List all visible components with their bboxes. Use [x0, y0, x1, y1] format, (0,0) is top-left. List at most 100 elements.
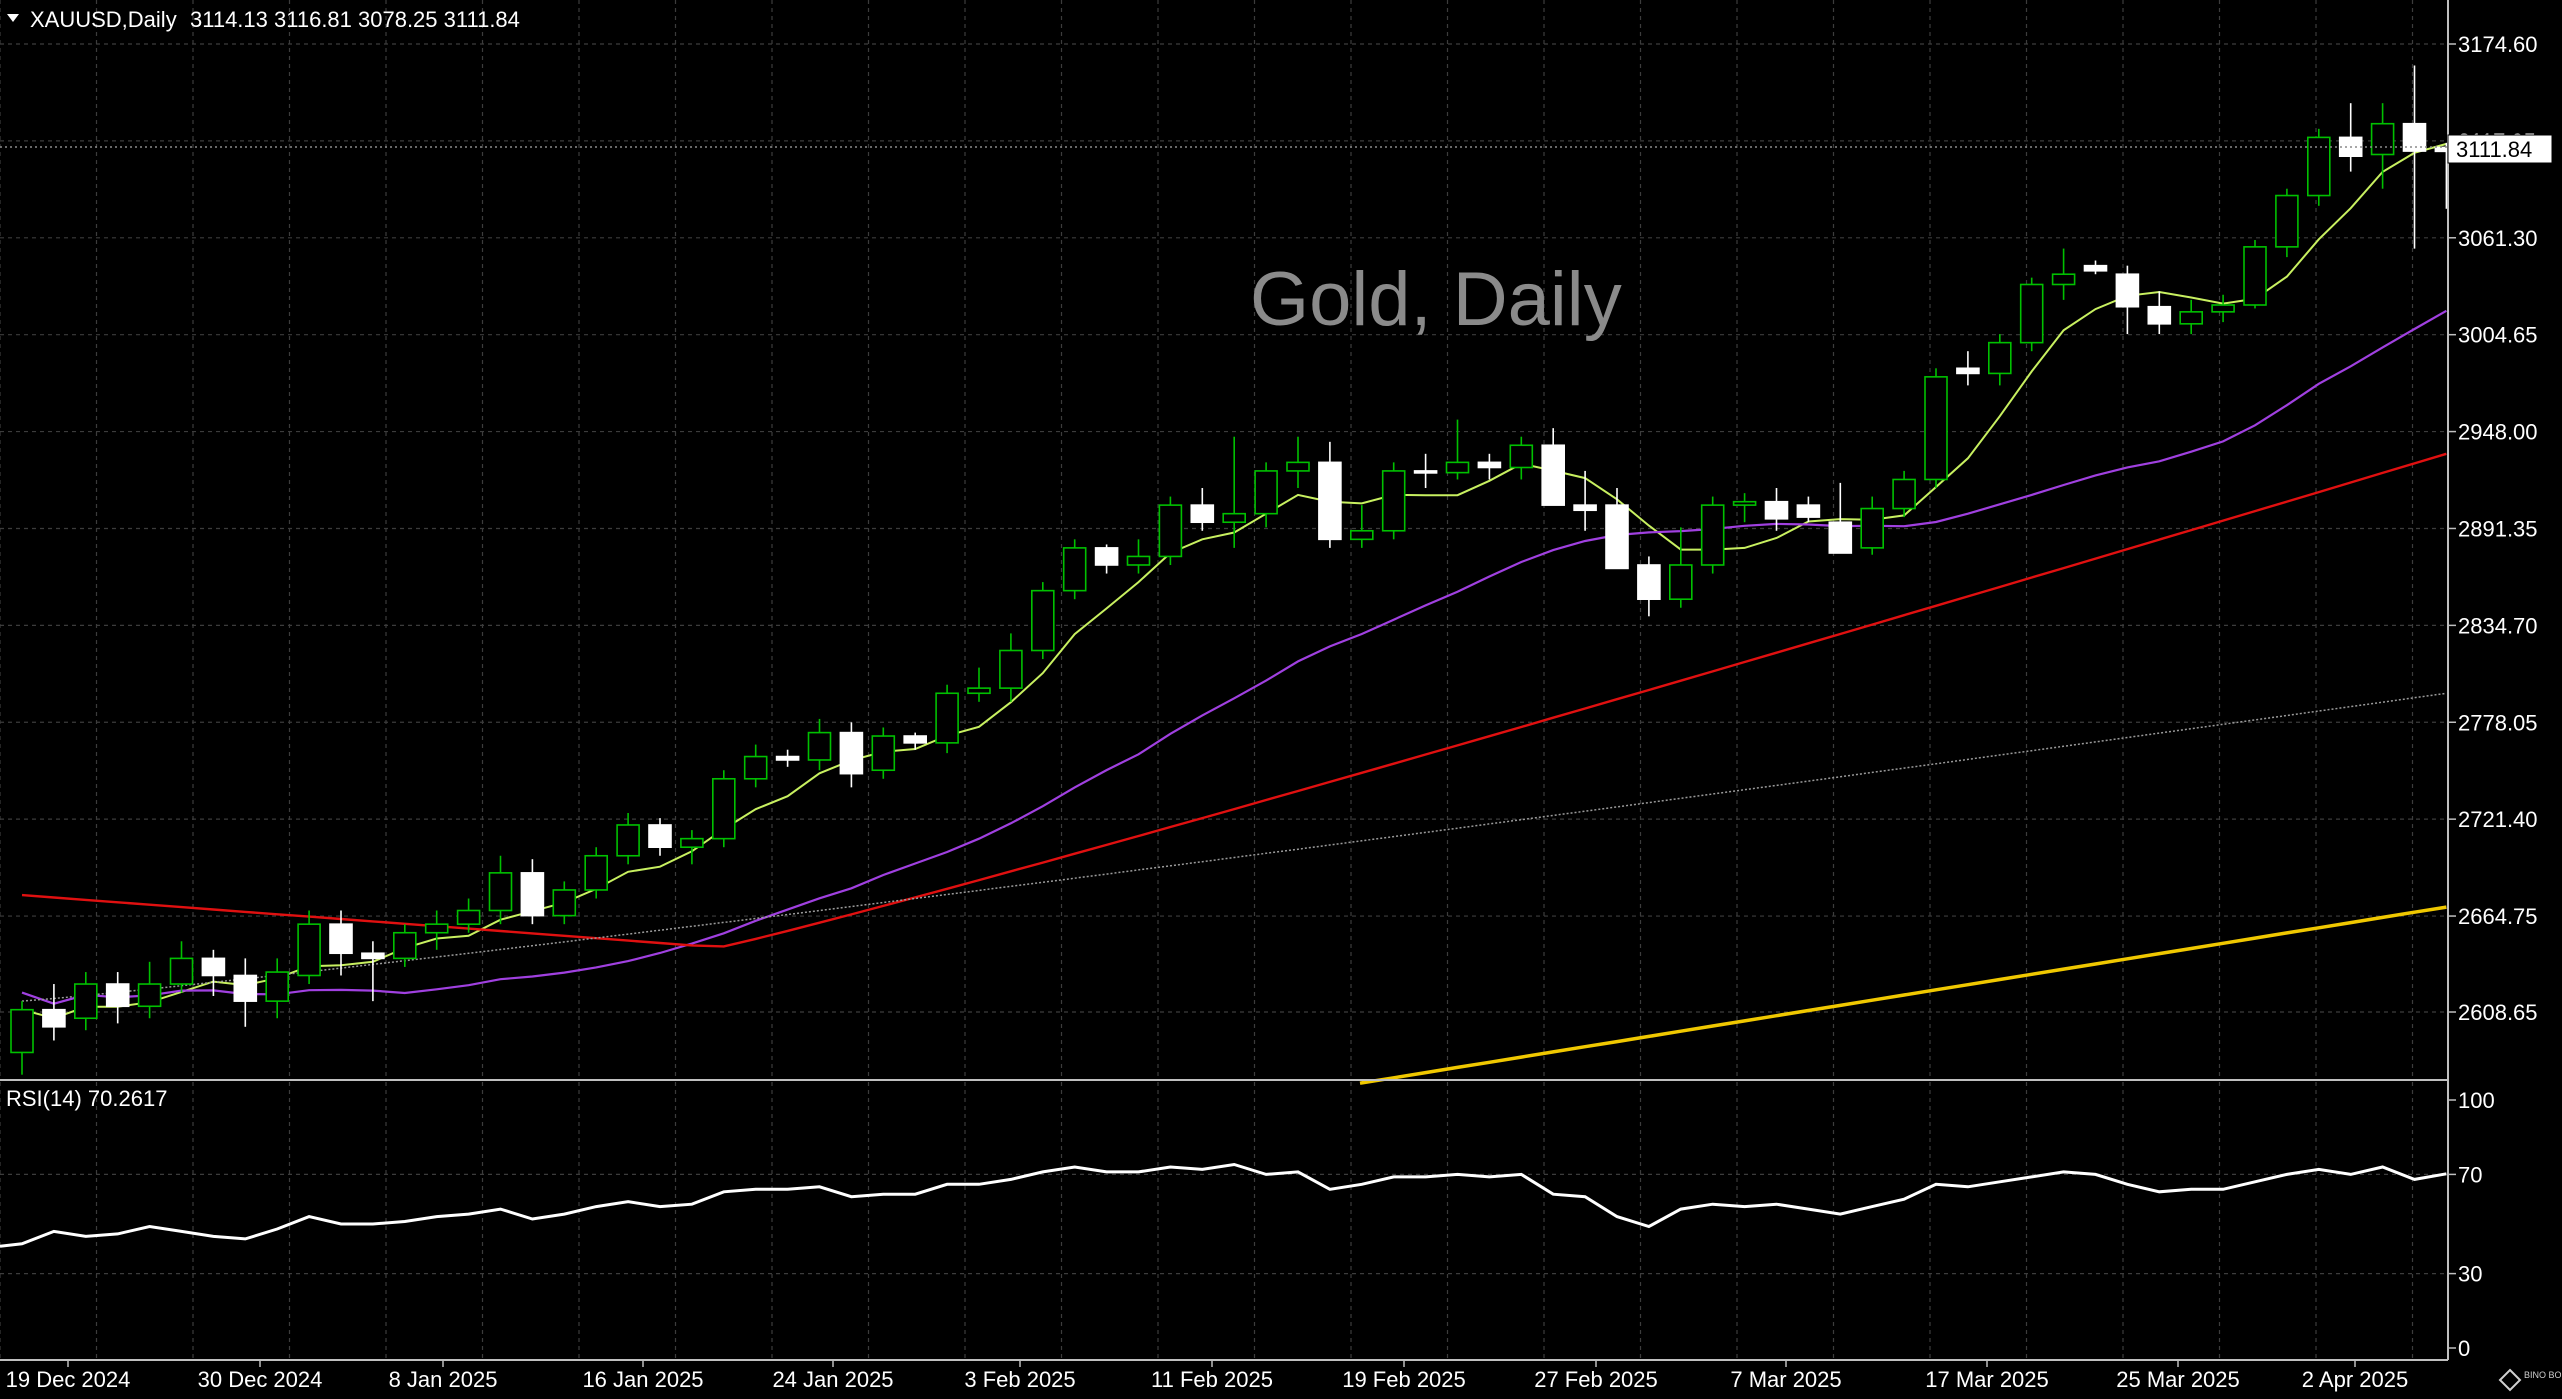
- candle-body: [233, 974, 258, 1002]
- candle: [105, 972, 130, 1024]
- candle-body: [1350, 529, 1374, 541]
- candle: [392, 924, 417, 967]
- price-tick-label: 3174.60: [2458, 32, 2538, 57]
- candle-body: [1796, 504, 1821, 518]
- candle-body: [1669, 564, 1693, 600]
- candle: [137, 961, 162, 1019]
- candle-body: [2211, 304, 2235, 313]
- time-tick-label: 19 Feb 2025: [1342, 1367, 1466, 1392]
- ma-long-line: [1359, 905, 2447, 1085]
- rsi-tick-label: 30: [2458, 1262, 2482, 1287]
- candle-body: [1924, 376, 1948, 481]
- candle-body: [456, 909, 481, 925]
- candle-body: [552, 889, 577, 917]
- candle: [1669, 527, 1693, 608]
- candle-body: [297, 923, 321, 977]
- time-tick-label: 3 Feb 2025: [964, 1367, 1075, 1392]
- candle-body: [488, 872, 513, 912]
- candle: [2147, 291, 2172, 335]
- candle: [584, 847, 609, 899]
- candle: [1573, 470, 1597, 531]
- chart-grid: [0, 0, 2448, 1360]
- candle-body: [1892, 478, 1916, 510]
- candle: [1732, 493, 1757, 523]
- candle: [616, 812, 640, 865]
- candle-body: [1732, 500, 1757, 506]
- candle: [967, 667, 991, 702]
- candle-body: [1509, 444, 1534, 469]
- candle: [2370, 103, 2395, 189]
- candle: [1286, 436, 1310, 489]
- candle-body: [2019, 283, 2044, 344]
- candle-body: [169, 957, 194, 985]
- candle-body: [361, 952, 385, 960]
- candle-body: [201, 957, 226, 977]
- dropdown-triangle-icon[interactable]: [7, 14, 19, 22]
- rsi-indicator-label: RSI(14) 70.2617: [6, 1086, 167, 1111]
- candle-body: [1062, 547, 1087, 592]
- time-tick-label: 7 Mar 2025: [1730, 1367, 1841, 1392]
- candlestick-series: [10, 65, 2459, 1075]
- candle-body: [424, 923, 449, 934]
- candle: [456, 898, 481, 933]
- candle-body: [1158, 504, 1183, 558]
- candle-body: [520, 872, 545, 917]
- broker-logo: BINO BOUND: [2498, 1368, 2562, 1392]
- candle-body: [616, 824, 640, 857]
- candle-body: [775, 755, 800, 761]
- candle: [169, 941, 194, 993]
- candle-body: [1031, 589, 1055, 652]
- candle-body: [2402, 122, 2427, 152]
- candle-body: [967, 687, 991, 695]
- candle: [520, 859, 545, 925]
- candle: [839, 722, 864, 788]
- candle-body: [265, 971, 290, 1002]
- candle: [903, 732, 928, 750]
- candle: [1988, 334, 2012, 386]
- candle-body: [1381, 470, 1406, 532]
- candle-body: [2307, 136, 2331, 197]
- candle: [2083, 260, 2108, 275]
- candle-body: [2147, 305, 2172, 325]
- symbol-label: XAUUSD,Daily: [30, 7, 177, 32]
- candle-body: [1988, 341, 2012, 375]
- rsi-panel: [0, 1162, 2448, 1275]
- candle: [1764, 488, 1789, 531]
- candle-body: [105, 983, 130, 1008]
- time-tick-label: 8 Jan 2025: [389, 1367, 498, 1392]
- candle: [680, 830, 704, 865]
- candle: [2179, 299, 2203, 335]
- candle: [2019, 277, 2044, 352]
- candle-body: [1541, 444, 1565, 506]
- candle: [1158, 496, 1183, 565]
- current-price-label: 3111.84: [2456, 137, 2532, 162]
- candle-body: [935, 692, 959, 744]
- candle-body: [999, 649, 1023, 689]
- candle-body: [2051, 273, 2076, 286]
- candle: [10, 1001, 34, 1075]
- candle-body: [1573, 504, 1597, 512]
- candle: [2211, 294, 2235, 323]
- price-tick-label: 2948.00: [2458, 420, 2538, 445]
- candle: [1094, 544, 1119, 574]
- candle-body: [2115, 273, 2140, 308]
- rsi-tick-label: 100: [2458, 1088, 2495, 1113]
- candle-body: [584, 854, 609, 891]
- candle: [1413, 453, 1438, 489]
- candle: [2275, 188, 2299, 258]
- candle: [2243, 240, 2267, 309]
- candle: [488, 855, 513, 925]
- rsi-tick-label: 70: [2458, 1162, 2482, 1187]
- candle: [1637, 556, 1661, 617]
- time-tick-label: 30 Dec 2024: [198, 1367, 323, 1392]
- candle-body: [1605, 504, 1629, 570]
- candle-body: [329, 923, 353, 955]
- candle-body: [392, 931, 417, 960]
- ma-mid-line: [21, 309, 2447, 1005]
- candle-body: [2275, 194, 2299, 248]
- candle: [2051, 248, 2076, 300]
- candle: [1031, 582, 1055, 660]
- candle-body: [1222, 512, 1246, 524]
- candle-body: [74, 983, 98, 1020]
